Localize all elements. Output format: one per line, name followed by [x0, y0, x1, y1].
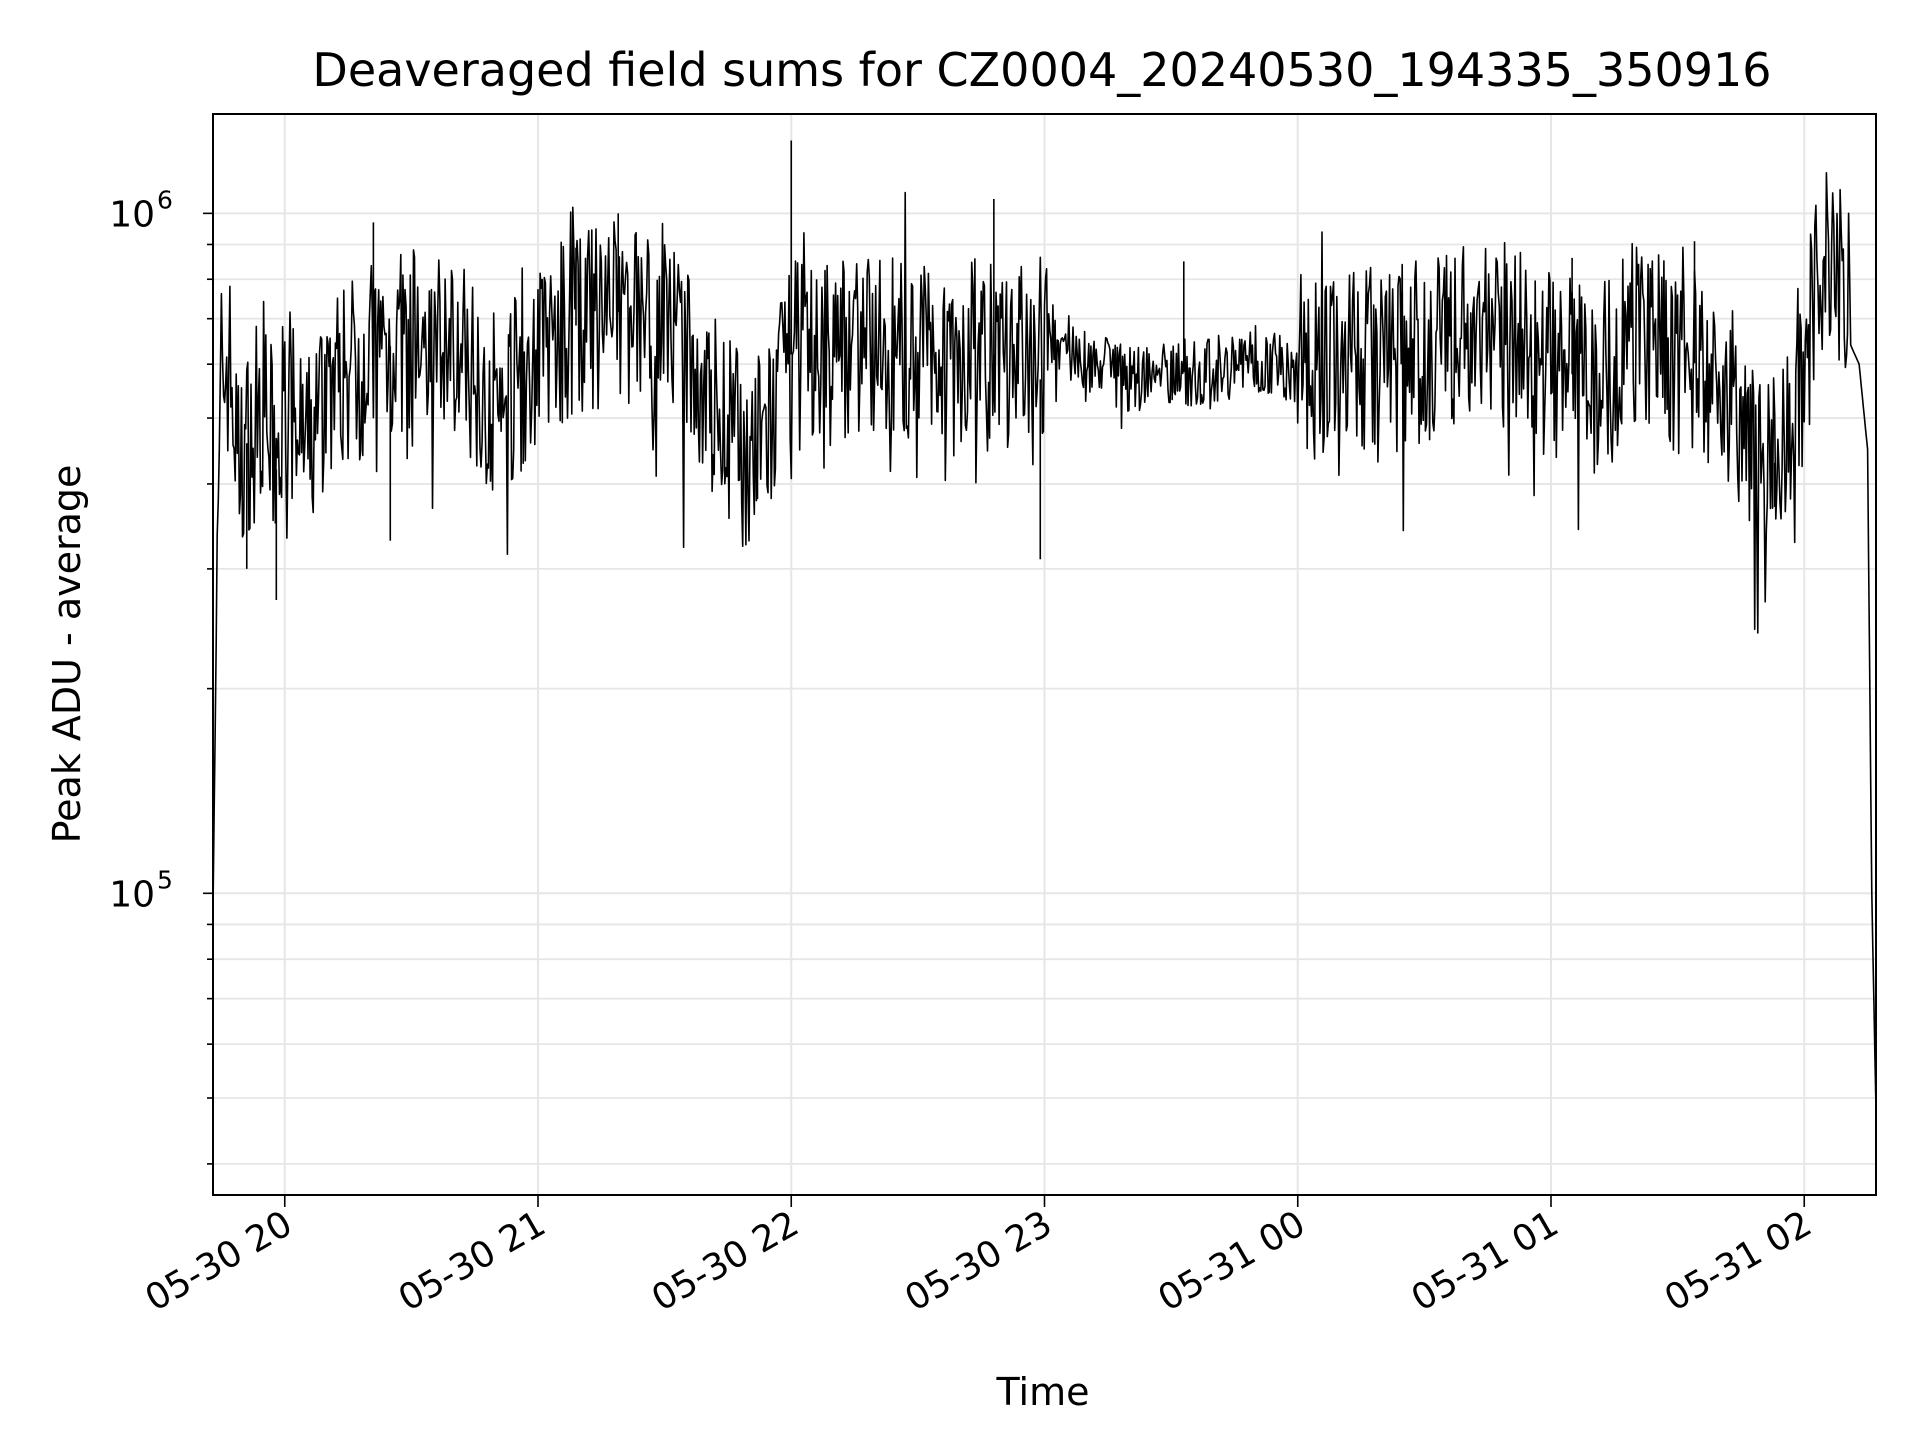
spikes	[245, 140, 1776, 601]
data-line	[212, 172, 1877, 1111]
plot-frame	[212, 113, 1877, 1196]
y-tick-base: 10	[109, 874, 155, 915]
x-tick-label: 05-30 21	[392, 1203, 553, 1319]
y-tick-label: 10	[109, 194, 155, 235]
x-tick-label: 05-31 00	[1152, 1203, 1313, 1319]
x-tick-label: 05-31 02	[1658, 1203, 1819, 1319]
y-tick-exponent: 5	[157, 865, 173, 894]
y-tick-label: 10	[109, 874, 155, 915]
y-axis-label: Peak ADU - average	[45, 465, 89, 844]
x-axis: 05-30 20 05-30 21 05-30 22 05-30 23 05-31 00…	[139, 1195, 1819, 1320]
chart-title: Deaveraged field sums for CZ0004_2024053…	[312, 43, 1771, 97]
y-tick-base: 10	[109, 194, 155, 235]
x-axis-label: Time	[996, 1370, 1090, 1414]
grid	[213, 114, 1876, 1195]
x-tick-label: 05-31 01	[1405, 1203, 1566, 1319]
x-tick-label: 05-30 20	[139, 1203, 300, 1319]
x-tick-label: 05-30 23	[898, 1203, 1059, 1319]
x-tick-label: 05-30 22	[645, 1203, 806, 1319]
y-tick-exponent: 6	[157, 185, 173, 214]
